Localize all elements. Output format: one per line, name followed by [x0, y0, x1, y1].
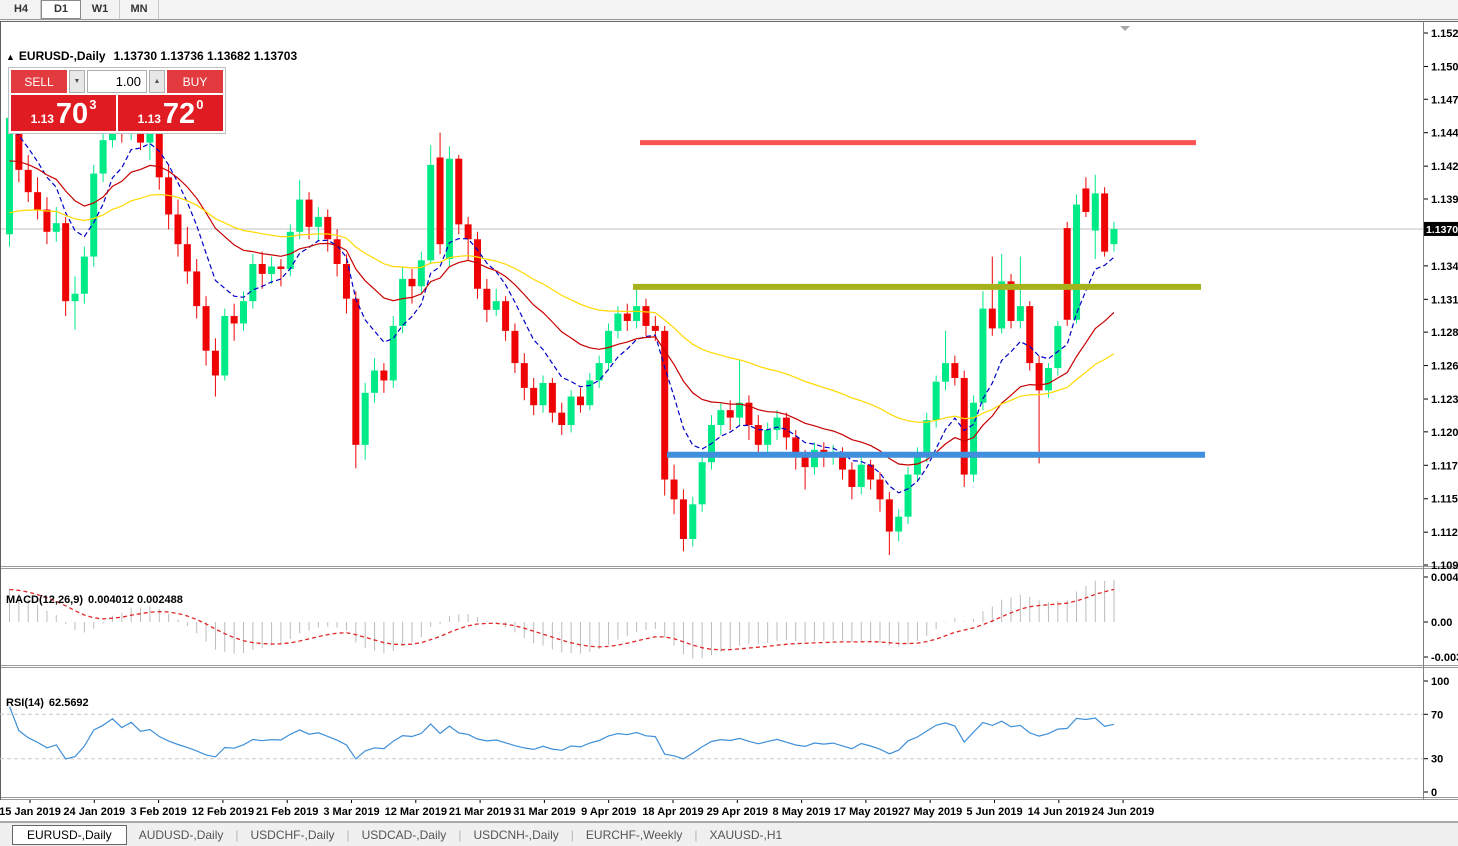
buy-price-prefix: 1.13 — [137, 112, 161, 126]
volume-input[interactable]: 1.00 — [87, 70, 147, 93]
buy-price-big: 72 — [162, 98, 196, 130]
chart-tab-xauusd-h1[interactable]: XAUUSD-,H1 — [709, 827, 783, 842]
chart-tab-usdcnh-daily[interactable]: USDCNH-,Daily — [473, 827, 559, 842]
macd-values: 0.004012 0.002488 — [88, 594, 183, 606]
timeframe-button-d1[interactable]: D1 — [41, 0, 81, 19]
chart-tab-eurusd-daily[interactable]: EURUSD-,Daily — [12, 824, 127, 845]
collapse-panel-icon[interactable]: ▲ — [6, 52, 15, 62]
buy-button[interactable]: BUY — [167, 70, 223, 93]
rsi-name: RSI(14) — [6, 697, 44, 709]
rsi-indicator-label: RSI(14) 62.5692 — [6, 697, 89, 709]
chart-ohlc-values: 1.13730 1.13736 1.13682 1.13703 — [113, 49, 298, 63]
tab-separator: | — [346, 827, 350, 842]
sell-price-panel[interactable]: 1.13 70 3 — [11, 95, 116, 131]
sell-price-big: 70 — [55, 98, 89, 130]
chart-tab-usdcad-daily[interactable]: USDCAD-,Daily — [361, 827, 447, 842]
chart-tab-eurchf-weekly[interactable]: EURCHF-,Weekly — [585, 827, 683, 842]
timeframe-button-mn[interactable]: MN — [120, 0, 159, 19]
tab-separator: | — [570, 827, 574, 842]
volume-increase-button[interactable]: ▲ — [149, 70, 165, 93]
sell-price-pip: 3 — [89, 97, 97, 112]
macd-name: MACD(12,26,9) — [6, 594, 84, 606]
chart-title: ▲ EURUSD-,Daily 1.13730 1.13736 1.13682 1.… — [6, 49, 297, 63]
timeframe-button-w1[interactable]: W1 — [81, 0, 120, 19]
chart-tab-audusd-daily[interactable]: AUDUSD-,Daily — [138, 827, 224, 842]
chart-tab-usdchf-daily[interactable]: USDCHF-,Daily — [250, 827, 335, 842]
chart-tab-bar: EURUSD-,Daily AUDUSD-,Daily | USDCHF-,Daily… — [0, 822, 1458, 846]
volume-decrease-button[interactable]: ▼ — [69, 70, 85, 93]
one-click-trading-panel: SELL ▼ 1.00 ▲ BUY 1.13 70 3 1.13 72 0 — [8, 67, 226, 134]
chart-symbol-label: EURUSD-,Daily — [18, 49, 106, 63]
macd-indicator-label: MACD(12,26,9) 0.004012 0.002488 — [6, 594, 183, 606]
sell-button[interactable]: SELL — [11, 70, 67, 93]
timeframe-button-h4[interactable]: H4 — [2, 0, 41, 19]
tab-separator: | — [235, 827, 239, 842]
timeframe-toolbar: H4 D1 W1 MN — [0, 0, 1458, 20]
sell-price-prefix: 1.13 — [30, 112, 54, 126]
buy-price-panel[interactable]: 1.13 72 0 — [118, 95, 223, 131]
tab-separator: | — [694, 827, 698, 842]
tab-separator: | — [458, 827, 462, 842]
buy-price-pip: 0 — [196, 97, 204, 112]
rsi-value: 62.5692 — [48, 697, 89, 709]
